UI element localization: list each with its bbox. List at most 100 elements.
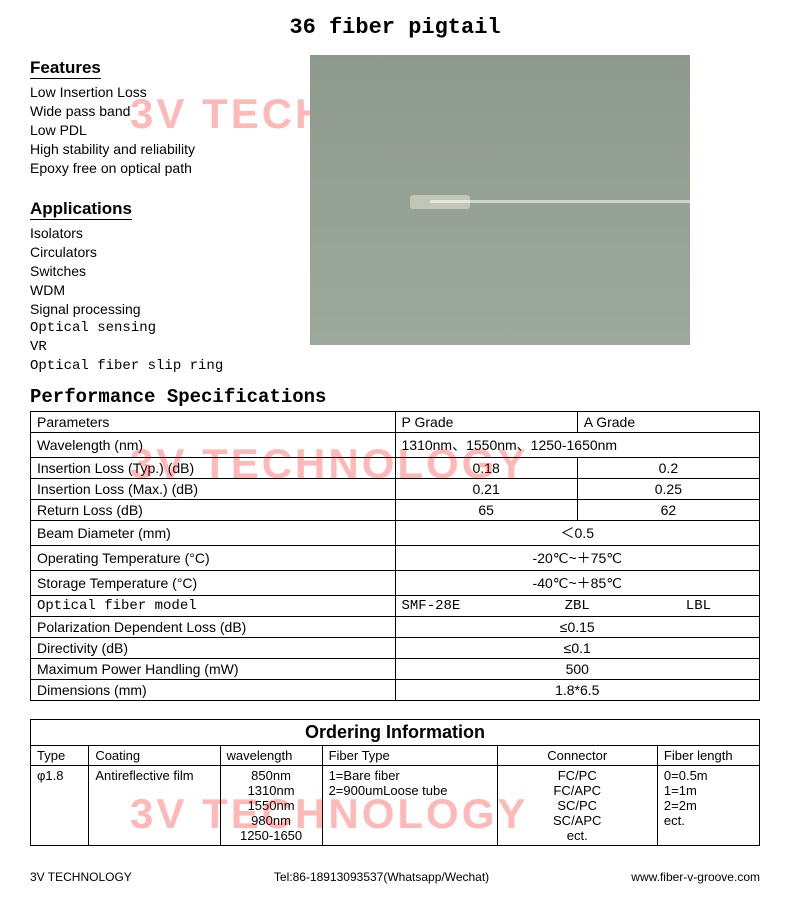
order-line: 1550nm: [227, 798, 316, 813]
order-line: 980nm: [227, 813, 316, 828]
order-header: Coating: [89, 745, 220, 765]
applications-list: Isolators Circulators Switches WDM Signa…: [30, 224, 290, 375]
perf-value: 1310nm、1550nm、1250-1650nm: [395, 432, 760, 457]
perf-header-p: P Grade: [395, 411, 577, 432]
table-row: Maximum Power Handling (mW) 500: [31, 658, 760, 679]
perf-label: Beam Diameter (mm): [31, 520, 396, 545]
perf-value: SMF-28E: [396, 596, 517, 616]
perf-label: Insertion Loss (Max.) (dB): [31, 478, 396, 499]
perf-value: ≤0.15: [395, 616, 760, 637]
app-item: Optical fiber slip ring: [30, 357, 290, 376]
order-line: 1310nm: [227, 783, 316, 798]
feature-item: Wide pass band: [30, 102, 290, 121]
features-heading: Features: [30, 58, 101, 79]
perf-header-a: A Grade: [577, 411, 759, 432]
order-line: FC/PC: [504, 768, 651, 783]
table-row: Insertion Loss (Max.) (dB) 0.21 0.25: [31, 478, 760, 499]
order-line: 2=900umLoose tube: [329, 783, 491, 798]
footer-company: 3V TECHNOLOGY: [30, 870, 132, 884]
app-item: Circulators: [30, 243, 290, 262]
perf-value: ZBL: [517, 596, 638, 616]
order-cell-length: 0=0.5m 1=1m 2=2m ect.: [657, 765, 759, 845]
app-item: Switches: [30, 262, 290, 281]
perf-value: 0.2: [577, 457, 759, 478]
table-row: Dimensions (mm) 1.8*6.5: [31, 679, 760, 700]
order-line: 0=0.5m: [664, 768, 753, 783]
order-line: 1250-1650: [227, 828, 316, 843]
order-cell-connector: FC/PC FC/APC SC/PC SC/APC ect.: [497, 765, 657, 845]
order-line: FC/APC: [504, 783, 651, 798]
perf-label: Wavelength (nm): [31, 432, 396, 457]
features-list: Low Insertion Loss Wide pass band Low PD…: [30, 83, 290, 177]
table-row: Parameters P Grade A Grade: [31, 411, 760, 432]
perf-label: Polarization Dependent Loss (dB): [31, 616, 396, 637]
order-line: SC/APC: [504, 813, 651, 828]
perf-value: 0.21: [395, 478, 577, 499]
order-cell: φ1.8: [31, 765, 89, 845]
perf-label: Operating Temperature (°C): [31, 545, 396, 570]
footer-url: www.fiber-v-groove.com: [631, 870, 760, 884]
perf-label: Maximum Power Handling (mW): [31, 658, 396, 679]
perf-value: 500: [395, 658, 760, 679]
top-row: Features Low Insertion Loss Wide pass ba…: [30, 50, 760, 376]
perf-table: Parameters P Grade A Grade Wavelength (n…: [30, 411, 760, 701]
app-item: Isolators: [30, 224, 290, 243]
order-header: Fiber Type: [322, 745, 497, 765]
order-line: 850nm: [227, 768, 316, 783]
order-cell-wavelength: 850nm 1310nm 1550nm 980nm 1250-1650: [220, 765, 322, 845]
perf-value: 1.8*6.5: [395, 679, 760, 700]
order-heading: Ordering Information: [30, 719, 760, 745]
footer-tel: Tel:86-18913093537(Whatsapp/Wechat): [274, 870, 489, 884]
footer: 3V TECHNOLOGY Tel:86-18913093537(Whatsap…: [30, 870, 760, 884]
perf-value: 0.18: [395, 457, 577, 478]
perf-value: ＜0.5: [395, 520, 760, 545]
feature-item: High stability and reliability: [30, 140, 290, 159]
perf-value: -40℃~＋85℃: [395, 570, 760, 595]
table-row: Insertion Loss (Typ.) (dB) 0.18 0.2: [31, 457, 760, 478]
order-line: SC/PC: [504, 798, 651, 813]
perf-label: Return Loss (dB): [31, 499, 396, 520]
perf-heading: Performance Specifications: [30, 386, 760, 408]
order-line: ect.: [504, 828, 651, 843]
table-row: Optical fiber model SMF-28E ZBL LBL: [31, 595, 760, 616]
page: 3V TECHNOLOGY 3V TECHNOLOGY 3V TECHNOLOG…: [0, 0, 790, 894]
perf-value: 65: [395, 499, 577, 520]
perf-label: Dimensions (mm): [31, 679, 396, 700]
applications-heading: Applications: [30, 199, 132, 220]
order-cell: Antireflective film: [89, 765, 220, 845]
table-row: Storage Temperature (°C) -40℃~＋85℃: [31, 570, 760, 595]
order-header: Fiber length: [657, 745, 759, 765]
perf-value: ≤0.1: [395, 637, 760, 658]
fiber-line-graphic: [430, 200, 690, 203]
app-item: WDM: [30, 281, 290, 300]
perf-label: Directivity (dB): [31, 637, 396, 658]
perf-header-param: Parameters: [31, 411, 396, 432]
table-row: Polarization Dependent Loss (dB) ≤0.15: [31, 616, 760, 637]
table-row: Beam Diameter (mm) ＜0.5: [31, 520, 760, 545]
perf-label: Insertion Loss (Typ.) (dB): [31, 457, 396, 478]
app-item: Optical sensing: [30, 319, 290, 338]
perf-value: LBL: [638, 596, 759, 616]
order-header: wavelength: [220, 745, 322, 765]
perf-value: -20℃~＋75℃: [395, 545, 760, 570]
perf-value-group: SMF-28E ZBL LBL: [395, 595, 760, 616]
table-row: Operating Temperature (°C) -20℃~＋75℃: [31, 545, 760, 570]
order-line: ect.: [664, 813, 753, 828]
order-line: 1=Bare fiber: [329, 768, 491, 783]
order-header: Type: [31, 745, 89, 765]
feature-item: Low PDL: [30, 121, 290, 140]
order-table: Type Coating wavelength Fiber Type Conne…: [30, 745, 760, 846]
perf-label: Storage Temperature (°C): [31, 570, 396, 595]
order-line: 1=1m: [664, 783, 753, 798]
perf-value: 62: [577, 499, 759, 520]
perf-label: Optical fiber model: [31, 595, 396, 616]
table-row: Wavelength (nm) 1310nm、1550nm、1250-1650n…: [31, 432, 760, 457]
app-item: Signal processing: [30, 300, 290, 319]
order-header: Connector: [497, 745, 657, 765]
app-item: VR: [30, 338, 290, 357]
table-row: Type Coating wavelength Fiber Type Conne…: [31, 745, 760, 765]
product-image: [310, 55, 690, 345]
order-line: 2=2m: [664, 798, 753, 813]
table-row: Directivity (dB) ≤0.1: [31, 637, 760, 658]
left-column: Features Low Insertion Loss Wide pass ba…: [30, 50, 290, 376]
